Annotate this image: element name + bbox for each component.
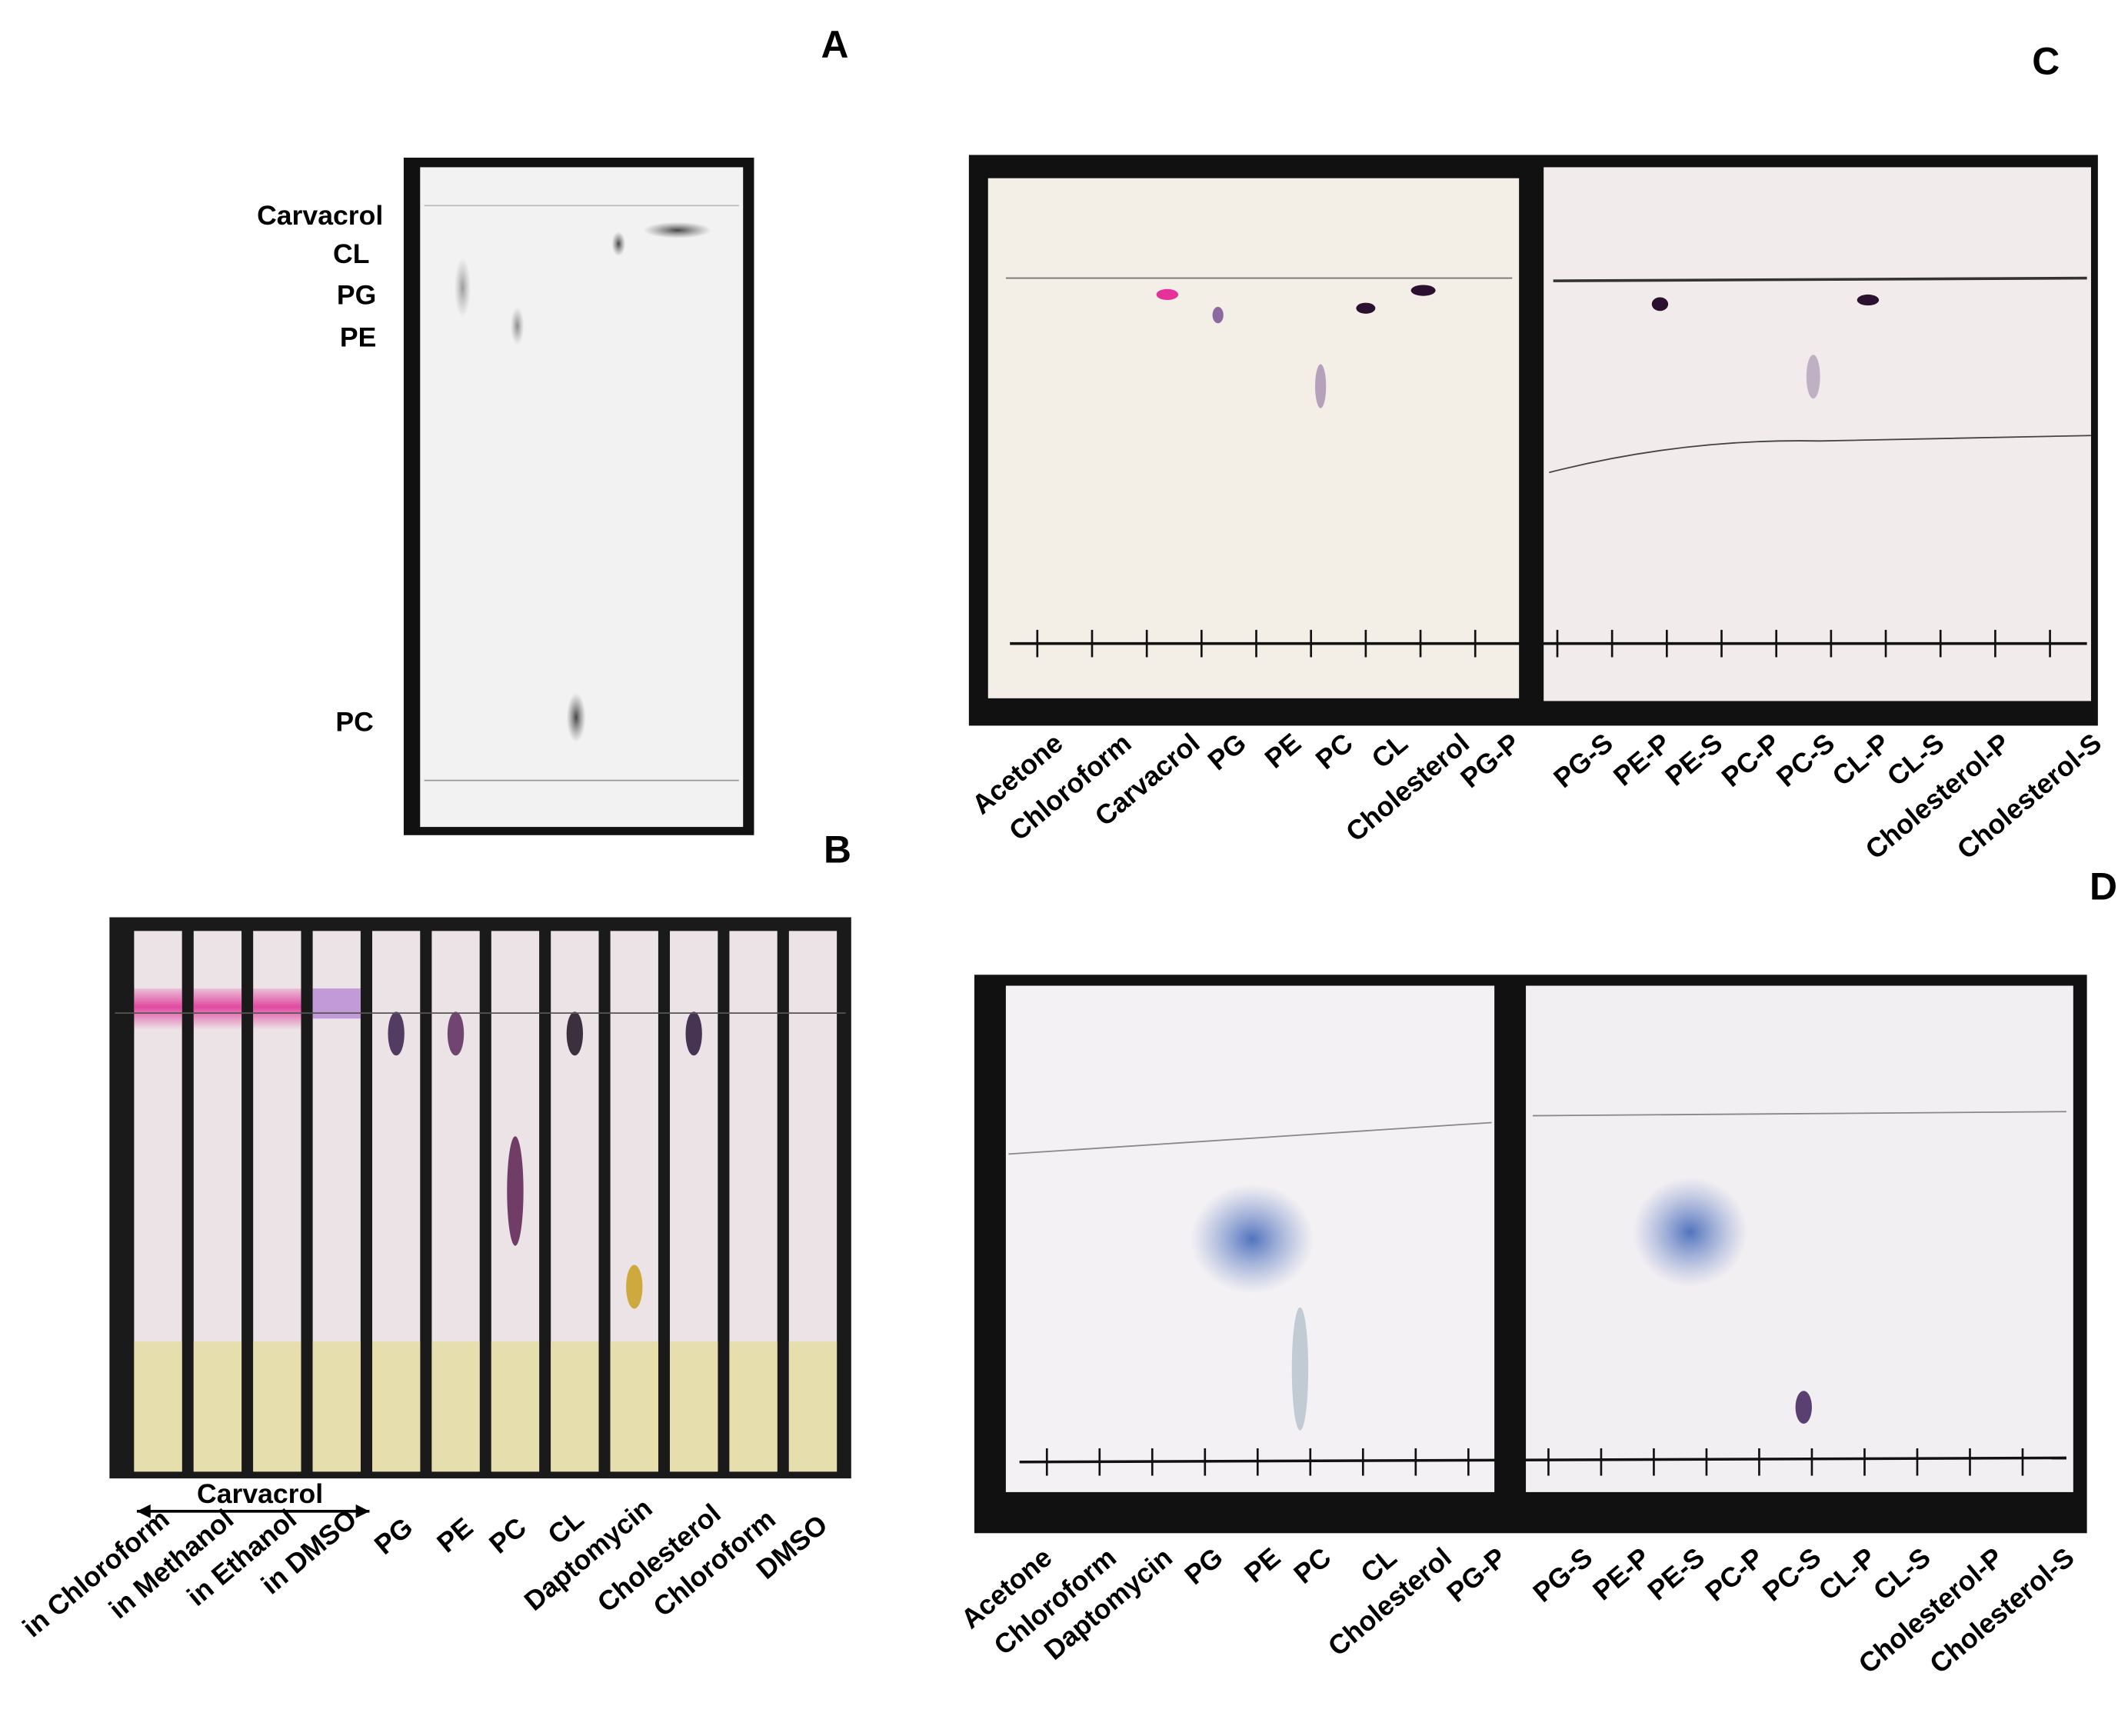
panel-letter: B bbox=[824, 828, 851, 871]
spot bbox=[507, 1136, 524, 1246]
violet-band bbox=[312, 988, 361, 1019]
lane-label: PC-S bbox=[1757, 1541, 1827, 1607]
baseline bbox=[1019, 1456, 2066, 1464]
panel-letter: D bbox=[2090, 865, 2117, 908]
plate-a bbox=[403, 157, 754, 835]
lane-label: PG bbox=[1179, 1541, 1229, 1591]
group-label: Carvacrol bbox=[197, 1478, 323, 1509]
plate-c bbox=[968, 155, 2098, 726]
lane-label: PC bbox=[483, 1511, 532, 1559]
lane-label: PC-P bbox=[1716, 728, 1786, 793]
lane-label: PE bbox=[431, 1511, 479, 1558]
spot bbox=[388, 1011, 405, 1056]
lane-base bbox=[788, 1341, 838, 1472]
pink-band bbox=[193, 988, 242, 1030]
spot bbox=[626, 1265, 643, 1309]
lane-label: PC-P bbox=[1700, 1541, 1770, 1607]
spot bbox=[447, 1011, 465, 1056]
lane-label: PC bbox=[1310, 728, 1359, 775]
spot-label: PG bbox=[337, 279, 376, 310]
lane-label: PE-P bbox=[1587, 1541, 1656, 1606]
lane-base bbox=[491, 1341, 540, 1472]
lane-base bbox=[431, 1341, 480, 1472]
lane-label: PE-S bbox=[1642, 1541, 1710, 1606]
spot-label: PC bbox=[335, 707, 373, 738]
panel-letter: A bbox=[821, 23, 848, 66]
lane-label: Daptomycin bbox=[518, 1492, 658, 1617]
spot bbox=[566, 1011, 584, 1056]
lane-label: PE bbox=[1259, 728, 1307, 775]
lane-label: PG-P bbox=[1455, 728, 1526, 795]
lane-label: PC-S bbox=[1770, 728, 1840, 793]
pink-band bbox=[134, 988, 182, 1030]
lane-label: CL-P bbox=[1813, 1541, 1881, 1606]
spot-label: PE bbox=[340, 322, 376, 353]
lane-label: PE bbox=[1238, 1541, 1286, 1588]
lane-label: PC bbox=[1288, 1541, 1337, 1589]
lane-base bbox=[729, 1341, 778, 1472]
lane-base bbox=[610, 1341, 658, 1472]
lane-base bbox=[134, 1341, 182, 1472]
lane-base bbox=[312, 1341, 361, 1472]
lane-label: PG-S bbox=[1527, 1541, 1598, 1608]
plate-b bbox=[109, 917, 851, 1479]
lane-label: CL-P bbox=[1827, 728, 1895, 792]
lane-base bbox=[551, 1341, 599, 1472]
lane-base bbox=[193, 1341, 242, 1472]
spot-label: CL bbox=[333, 238, 369, 269]
spot-label: Carvacrol bbox=[257, 200, 383, 231]
lane-label: PE-S bbox=[1660, 728, 1728, 792]
pink-band bbox=[253, 988, 301, 1030]
spot bbox=[685, 1011, 702, 1056]
lane-base bbox=[372, 1341, 421, 1472]
lane-base bbox=[253, 1341, 301, 1472]
panel-letter: C bbox=[2032, 39, 2060, 82]
lane-label: PE-P bbox=[1607, 728, 1676, 792]
lane-base bbox=[670, 1341, 718, 1472]
lane-label: PG bbox=[1202, 728, 1252, 777]
lane-label: PG-P bbox=[1441, 1541, 1512, 1608]
lane-label: PG-S bbox=[1548, 728, 1619, 795]
plate-d bbox=[974, 975, 2087, 1534]
lane-label: PG bbox=[368, 1511, 418, 1561]
